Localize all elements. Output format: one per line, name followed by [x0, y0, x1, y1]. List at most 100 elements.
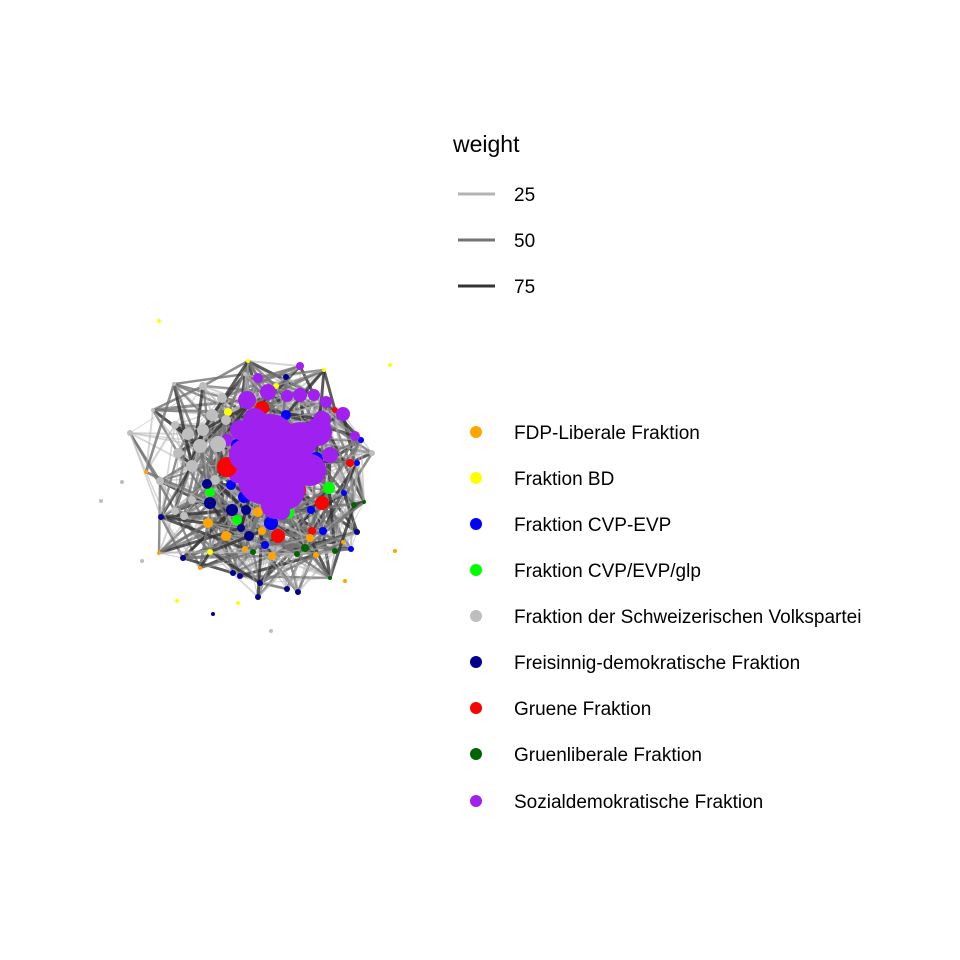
- network-edge: [296, 492, 345, 555]
- legend-key-sp: [470, 795, 482, 807]
- network-node-svp: [206, 409, 218, 421]
- network-node-glp: [351, 502, 357, 508]
- network-node-gruene: [308, 527, 316, 535]
- network-edge: [209, 550, 261, 585]
- network-edge: [296, 541, 344, 555]
- network-edge: [322, 369, 337, 411]
- network-edge: [199, 555, 273, 569]
- network-node-fdp: [242, 546, 248, 552]
- network-node-cvp: [348, 546, 354, 552]
- network-node-fdpd: [237, 573, 243, 579]
- network-node-sp: [308, 389, 320, 401]
- network-node-fdp: [157, 551, 161, 555]
- network-edge: [285, 369, 325, 378]
- network-node-fdp: [306, 534, 314, 542]
- network-node-fdpd: [204, 497, 216, 509]
- network-node-bd: [157, 319, 161, 323]
- network-node-svp: [186, 460, 198, 472]
- network-node-sp: [253, 373, 263, 383]
- network-edge: [247, 360, 301, 367]
- network-node-svp: [188, 496, 196, 504]
- network-node-bd: [236, 601, 240, 605]
- network-edge: [353, 439, 362, 506]
- network-node-cvp: [281, 410, 291, 420]
- network-edge: [207, 522, 242, 529]
- network-edge: [350, 531, 358, 550]
- legend-key-bd: [470, 472, 482, 484]
- network-edge: [342, 501, 365, 543]
- network-node-svp: [99, 499, 103, 503]
- network-node-bd: [246, 359, 250, 363]
- network-node-cvp: [307, 506, 315, 514]
- network-node-fdpd: [295, 589, 301, 595]
- weight-legend-label-25: 25: [514, 185, 535, 206]
- network-node-fdpd: [354, 529, 360, 535]
- network-edge: [329, 550, 336, 579]
- network-edge: [297, 550, 336, 593]
- network-edge: [232, 553, 298, 574]
- network-edge: [160, 516, 201, 569]
- network-edge: [321, 530, 332, 579]
- network-edge: [158, 552, 184, 559]
- network-node-cvp: [319, 527, 327, 535]
- network-node-svp: [120, 480, 124, 484]
- network-node-svp: [210, 436, 226, 452]
- network-node-fdp: [198, 566, 202, 570]
- network-node-svp: [182, 428, 194, 440]
- network-edge: [160, 483, 208, 518]
- network-node-sp: [296, 362, 304, 370]
- network-node-svp: [243, 372, 247, 376]
- network-edge: [285, 401, 327, 416]
- network-edge: [158, 502, 211, 554]
- network-node-cvpglp: [205, 487, 215, 497]
- network-edge: [173, 433, 190, 512]
- network-node-glp: [250, 549, 256, 555]
- network-node-svp: [156, 477, 164, 485]
- weight-legend: weight 25 50 75: [452, 131, 535, 298]
- network-edge: [360, 439, 365, 503]
- legend-key-fdp: [470, 426, 482, 438]
- network-node-svp: [217, 393, 227, 403]
- network-node-svp: [180, 512, 188, 520]
- network-node-fdpd: [237, 524, 245, 532]
- network-node-glp: [294, 551, 300, 557]
- network-edge: [333, 409, 346, 494]
- network-node-svp: [173, 448, 183, 458]
- network-node-fdpd: [241, 505, 251, 515]
- network-node-cvp: [261, 541, 269, 549]
- network-edge: [160, 445, 201, 518]
- network-node-fdpd: [202, 479, 212, 489]
- network-edge: [145, 409, 154, 473]
- legend-label-fdp: FDP-Liberale Fraktion: [514, 423, 700, 444]
- network-edge: [202, 359, 249, 388]
- network-node-fdpd: [284, 586, 290, 592]
- network-node-svp: [269, 629, 273, 633]
- network-node-cvp: [341, 490, 347, 496]
- party-legend: FDP-Liberale Fraktion Fraktion BD Frakti…: [470, 423, 861, 813]
- network-node-cvp: [358, 437, 364, 443]
- network-node-cvpglp: [323, 482, 335, 494]
- network-node-fdp: [268, 552, 276, 560]
- network-node-sp: [350, 431, 360, 441]
- network-edge: [202, 429, 208, 485]
- network-node-gruene: [271, 529, 285, 543]
- network-edge: [259, 581, 288, 591]
- network-node-fdp: [203, 518, 213, 528]
- network-node-fdpd: [211, 612, 215, 616]
- network-edge: [214, 479, 259, 513]
- network-node-cvpglp: [232, 515, 242, 525]
- legend-key-svp: [470, 610, 482, 622]
- network-node-fdp: [343, 579, 347, 583]
- network-edge: [208, 411, 230, 504]
- network-edge: [172, 383, 202, 447]
- network-node-fdpd: [180, 555, 186, 561]
- network-node-cvp: [264, 516, 278, 530]
- network-edge: [129, 432, 147, 473]
- network-node-sp: [281, 390, 293, 402]
- legend-label-svp: Fraktion der Schweizerischen Volkspartei: [514, 607, 861, 628]
- network-edge: [144, 383, 176, 473]
- network-node-svp: [221, 415, 231, 425]
- network-edge: [190, 419, 228, 501]
- network-edge: [308, 537, 332, 579]
- network-node-fdp: [221, 531, 231, 541]
